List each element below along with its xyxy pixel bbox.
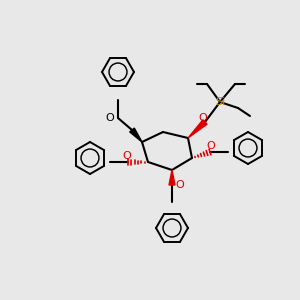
Text: O: O: [106, 113, 114, 123]
Text: O: O: [176, 180, 184, 190]
Text: O: O: [199, 113, 207, 123]
Polygon shape: [169, 170, 175, 185]
Text: O: O: [123, 151, 131, 161]
Text: O: O: [207, 141, 215, 151]
Polygon shape: [130, 128, 142, 142]
Text: Si: Si: [215, 97, 225, 107]
Polygon shape: [188, 120, 207, 138]
